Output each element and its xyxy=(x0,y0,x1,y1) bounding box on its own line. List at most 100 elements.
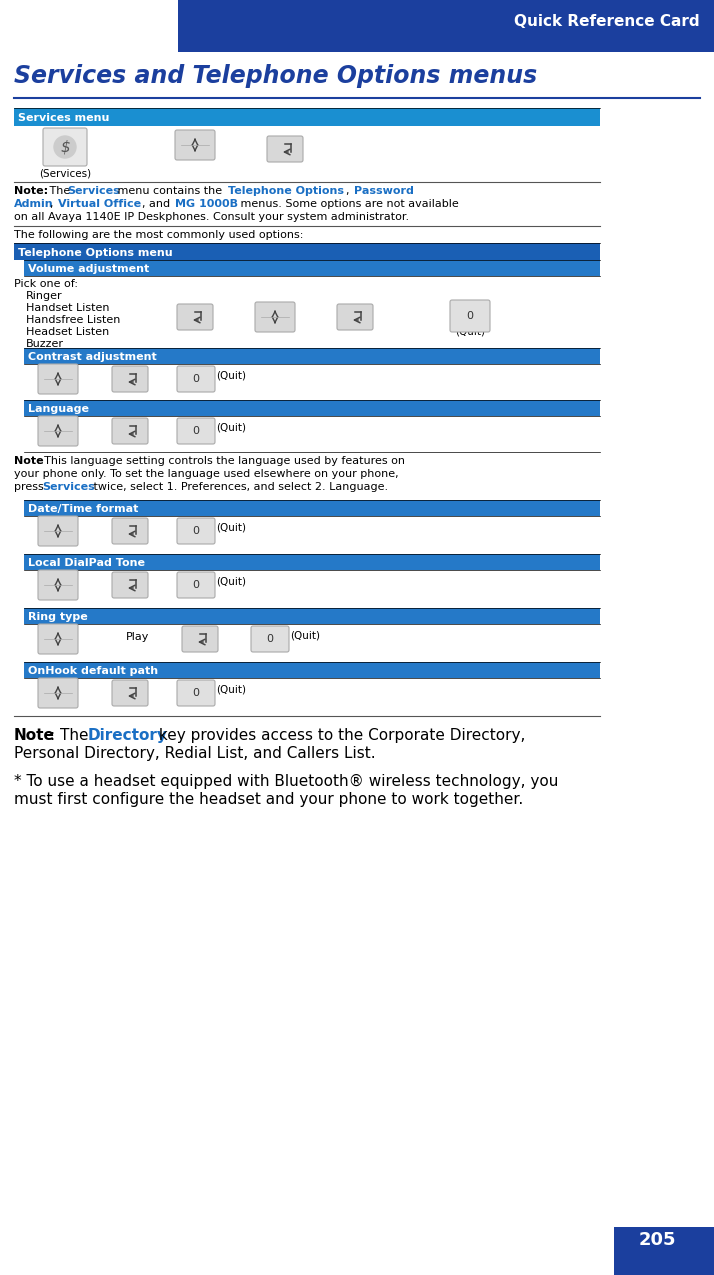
Text: 0: 0 xyxy=(193,527,199,535)
FancyBboxPatch shape xyxy=(255,302,295,332)
Text: menus. Some options are not available: menus. Some options are not available xyxy=(237,199,459,209)
Text: (Quit): (Quit) xyxy=(216,370,246,380)
FancyBboxPatch shape xyxy=(177,303,213,330)
Text: , and: , and xyxy=(142,199,174,209)
FancyBboxPatch shape xyxy=(177,680,215,706)
Text: : This language setting controls the language used by features on: : This language setting controls the lan… xyxy=(37,456,405,465)
Text: : The: : The xyxy=(50,728,94,743)
Text: Telephone Options: Telephone Options xyxy=(228,186,344,196)
Text: twice, select 1. Preferences, and select 2. Language.: twice, select 1. Preferences, and select… xyxy=(90,482,388,492)
Text: 0: 0 xyxy=(193,426,199,436)
Text: your phone only. To set the language used elsewhere on your phone,: your phone only. To set the language use… xyxy=(14,469,398,479)
Text: Telephone Options menu: Telephone Options menu xyxy=(18,247,173,258)
Text: Note: Note xyxy=(14,456,44,465)
FancyBboxPatch shape xyxy=(112,518,148,544)
FancyBboxPatch shape xyxy=(177,418,215,444)
Text: press: press xyxy=(14,482,47,492)
Text: Headset Listen: Headset Listen xyxy=(26,326,109,337)
Text: 0: 0 xyxy=(193,374,199,384)
Text: key provides access to the Corporate Directory,: key provides access to the Corporate Dir… xyxy=(154,728,526,743)
FancyBboxPatch shape xyxy=(112,680,148,706)
Text: Local DialPad Tone: Local DialPad Tone xyxy=(28,558,145,567)
Text: Play: Play xyxy=(126,632,150,643)
Text: Services and Telephone Options menus: Services and Telephone Options menus xyxy=(14,64,537,88)
Circle shape xyxy=(54,136,76,158)
Text: 0: 0 xyxy=(466,311,473,321)
Text: (Quit): (Quit) xyxy=(216,576,246,587)
Text: 205: 205 xyxy=(638,1230,675,1250)
Text: (Services): (Services) xyxy=(39,168,91,179)
Text: Virtual Office: Virtual Office xyxy=(58,199,141,209)
Text: Ringer: Ringer xyxy=(26,291,63,301)
Text: Services: Services xyxy=(67,186,120,196)
Text: OnHook default path: OnHook default path xyxy=(28,666,158,676)
Text: (Quit): (Quit) xyxy=(216,422,246,432)
Text: 0: 0 xyxy=(266,634,273,644)
Text: 0: 0 xyxy=(193,688,199,697)
Text: ,: , xyxy=(346,186,353,196)
Text: Pick one of:: Pick one of: xyxy=(14,279,78,289)
FancyBboxPatch shape xyxy=(251,626,289,652)
Text: Date/Time format: Date/Time format xyxy=(28,504,139,514)
Bar xyxy=(24,500,600,516)
FancyBboxPatch shape xyxy=(112,572,148,598)
Text: Services: Services xyxy=(42,482,95,492)
Text: Password: Password xyxy=(354,186,414,196)
FancyBboxPatch shape xyxy=(38,570,78,601)
Bar xyxy=(24,608,600,623)
Bar xyxy=(178,0,714,52)
Text: Handsfree Listen: Handsfree Listen xyxy=(26,315,121,325)
Text: (Quit): (Quit) xyxy=(216,683,246,694)
Text: Ring type: Ring type xyxy=(28,612,88,622)
FancyBboxPatch shape xyxy=(177,518,215,544)
Text: Language: Language xyxy=(28,404,89,414)
Text: menu contains the: menu contains the xyxy=(114,186,226,196)
Text: Admin: Admin xyxy=(14,199,54,209)
Text: ,: , xyxy=(50,199,57,209)
Text: Contrast adjustment: Contrast adjustment xyxy=(28,352,157,362)
Bar xyxy=(14,244,600,260)
FancyBboxPatch shape xyxy=(175,130,215,159)
Text: (Quit): (Quit) xyxy=(216,521,246,532)
Text: Volume adjustment: Volume adjustment xyxy=(28,264,149,274)
Text: Quick Reference Card: Quick Reference Card xyxy=(514,14,700,29)
Text: (Quit): (Quit) xyxy=(290,630,320,640)
Text: * To use a headset equipped with Bluetooth® wireless technology, you: * To use a headset equipped with Bluetoo… xyxy=(14,774,558,789)
Text: The: The xyxy=(46,186,74,196)
FancyBboxPatch shape xyxy=(38,516,78,546)
Text: 0: 0 xyxy=(193,580,199,590)
Text: Note:: Note: xyxy=(14,186,48,196)
FancyBboxPatch shape xyxy=(182,626,218,652)
FancyBboxPatch shape xyxy=(38,363,78,394)
Bar xyxy=(24,260,600,275)
Text: must first configure the headset and your phone to work together.: must first configure the headset and you… xyxy=(14,792,523,807)
FancyBboxPatch shape xyxy=(38,678,78,708)
FancyBboxPatch shape xyxy=(177,366,215,391)
Bar xyxy=(24,662,600,678)
FancyBboxPatch shape xyxy=(177,572,215,598)
FancyBboxPatch shape xyxy=(112,366,148,391)
Text: Services menu: Services menu xyxy=(18,113,109,122)
Bar xyxy=(614,1227,714,1275)
Text: Handset Listen: Handset Listen xyxy=(26,303,109,312)
Text: $: $ xyxy=(60,139,70,154)
FancyBboxPatch shape xyxy=(112,418,148,444)
Bar xyxy=(24,348,600,363)
Text: The following are the most commonly used options:: The following are the most commonly used… xyxy=(14,230,303,240)
Text: MG 1000B: MG 1000B xyxy=(175,199,238,209)
Text: on all Avaya 1140E IP Deskphones. Consult your system administrator.: on all Avaya 1140E IP Deskphones. Consul… xyxy=(14,212,409,222)
Bar xyxy=(24,555,600,570)
Text: Directory: Directory xyxy=(88,728,168,743)
FancyBboxPatch shape xyxy=(337,303,373,330)
Text: Personal Directory, Redial List, and Callers List.: Personal Directory, Redial List, and Cal… xyxy=(14,746,376,761)
FancyBboxPatch shape xyxy=(267,136,303,162)
FancyBboxPatch shape xyxy=(450,300,490,332)
Text: (Quit): (Quit) xyxy=(455,326,485,337)
Text: Note: Note xyxy=(14,728,55,743)
FancyBboxPatch shape xyxy=(43,128,87,166)
Text: Buzzer: Buzzer xyxy=(26,339,64,349)
FancyBboxPatch shape xyxy=(38,623,78,654)
FancyBboxPatch shape xyxy=(38,416,78,446)
Bar xyxy=(14,108,600,126)
Bar xyxy=(24,400,600,416)
